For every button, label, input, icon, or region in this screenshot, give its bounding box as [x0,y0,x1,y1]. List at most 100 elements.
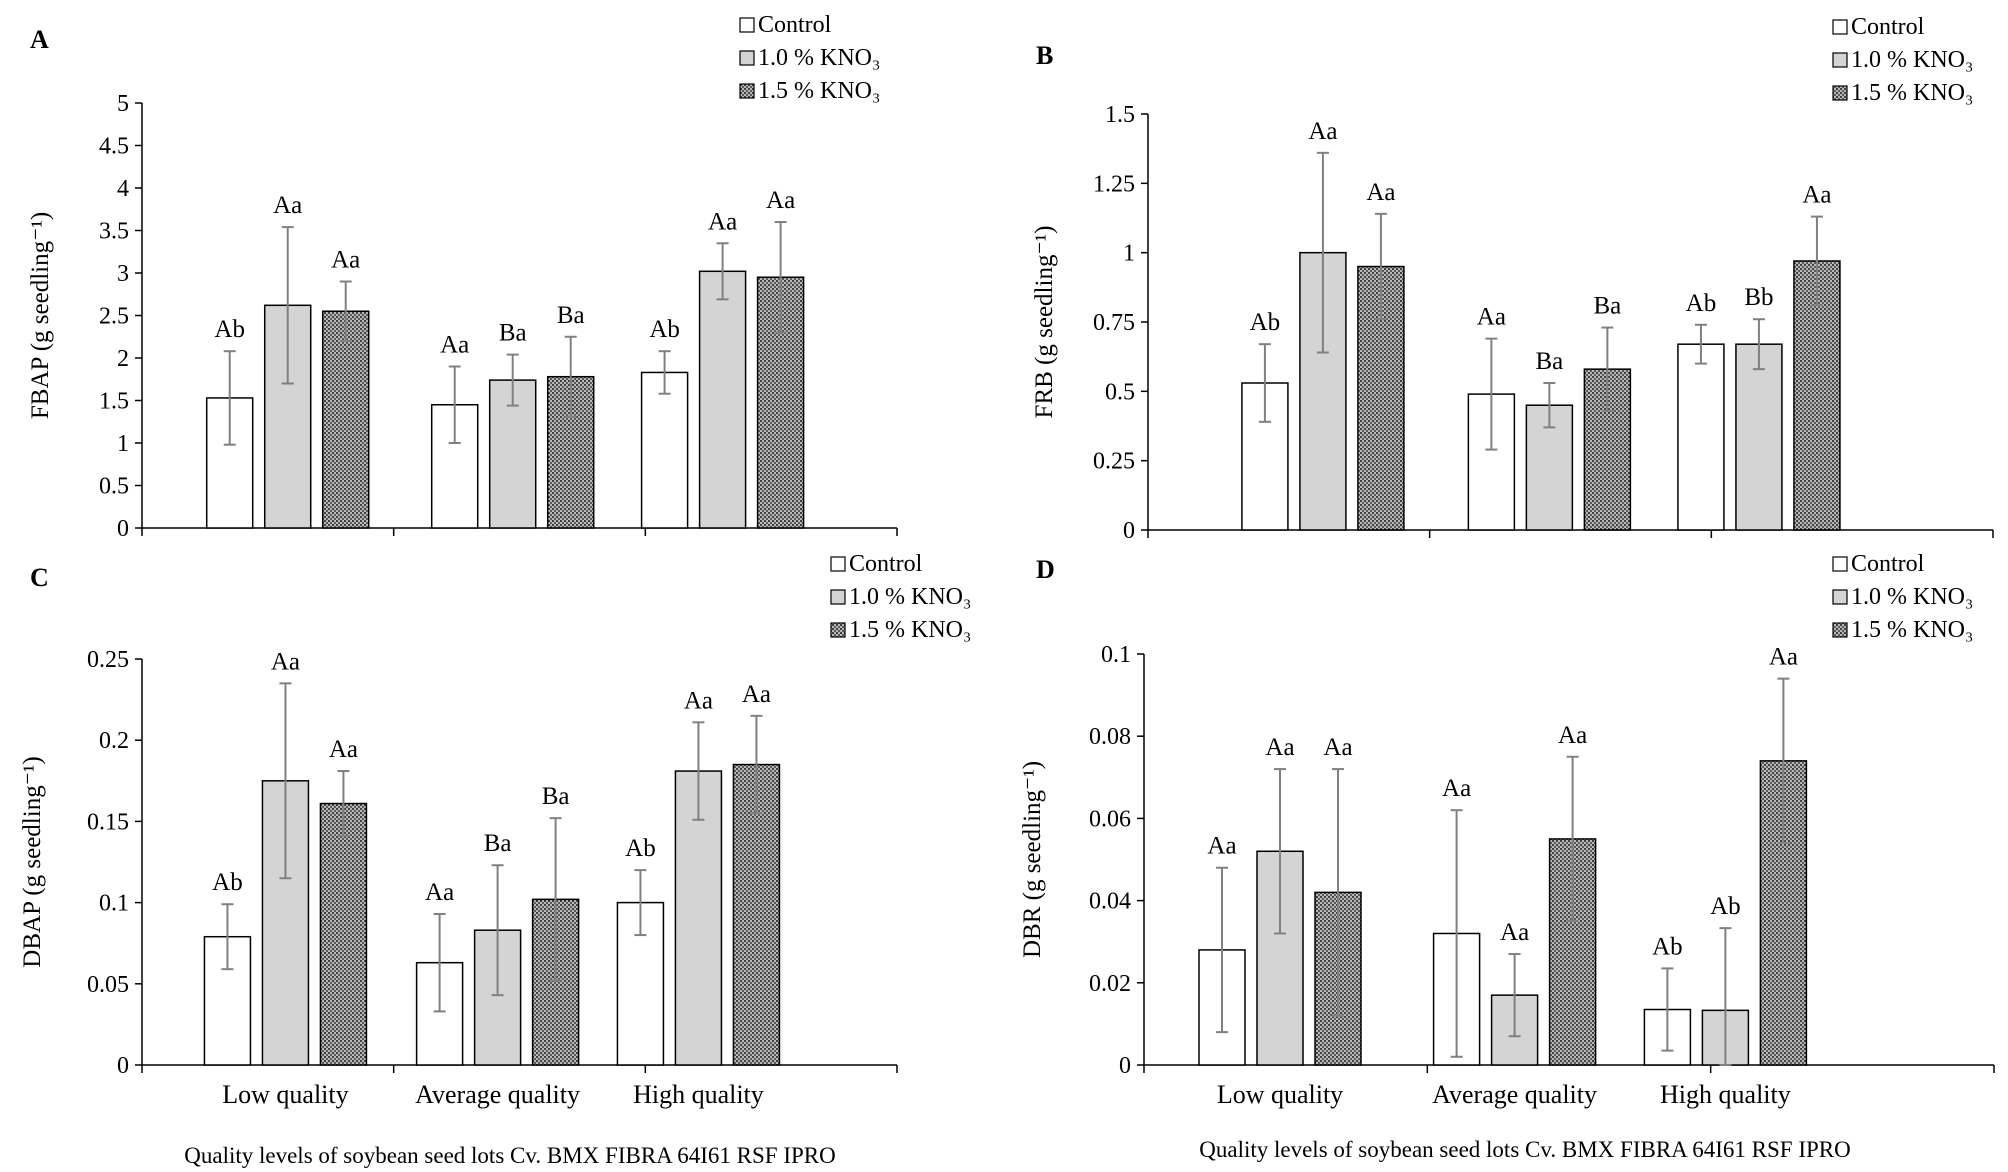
bar-significance-label: Ba [542,783,570,810]
legend-label: 1.5 % KNO₃ [758,78,880,104]
panel-letter: A [30,25,49,54]
panel-letter: B [1036,41,1053,70]
category-label: Low quality [1217,1080,1343,1109]
bar-significance-label: Ba [484,830,512,857]
bar-significance-label: Ab [1250,309,1281,336]
panel-a: A FBAP (g seedling⁻¹) 0 0.5 1 1.5 2 2.5 3 3.5 4 4.5… [27,12,898,542]
y-tick-label: 1 [1123,241,1135,267]
legend-swatch-control [1832,19,1848,35]
legend-label: 1.0 % KNO₃ [849,584,971,610]
legend-label: 1.5 % KNO₃ [849,617,971,643]
bar-significance-label: Aa [1558,722,1587,749]
category-label: High quality [633,1080,764,1109]
legend-swatch-kno3-10 [830,589,846,605]
category-label: Average quality [415,1080,580,1109]
y-tick-label: 0 [117,516,129,542]
legend-swatch-kno3-15 [1832,622,1848,638]
bar-significance-label: Aa [1207,833,1236,860]
y-axis-label: DBAP (g seedling⁻¹) [19,756,46,967]
y-tick-label: 2.5 [99,304,129,330]
bar-control [430,404,479,529]
bar-significance-label: Aa [1442,775,1471,802]
y-axis-label: FRB (g seedling⁻¹) [1031,226,1058,419]
bar-significance-label: Aa [329,736,358,763]
y-tick-label: 0.15 [87,809,129,835]
y-tick-label: 3 [117,261,129,287]
legend-label: 1.0 % KNO₃ [758,45,880,71]
legend-label: Control [758,12,832,38]
y-tick-label: 0.02 [1089,971,1131,997]
category-label: Average quality [1432,1080,1597,1109]
legend-label: 1.5 % KNO₃ [1851,617,1973,643]
y-axis-label: DBR (g seedling⁻¹) [1019,761,1046,958]
y-tick-label: 0.04 [1089,889,1131,915]
panel-c: C DBAP (g seedling⁻¹) 0 0.05 0.1 0.15 0.2 0.25 A… [19,551,971,1109]
y-tick-label: 0.2 [99,728,129,754]
bar-significance-label: Aa [440,332,469,359]
bar-significance-label: Aa [1265,734,1294,761]
bar-significance-label: Ba [1535,348,1563,375]
bar-significance-label: Ab [625,835,656,862]
y-tick-label: 5 [117,91,129,117]
y-tick-label: 1.5 [99,389,129,415]
bar-significance-label: Aa [1477,304,1506,331]
y-axis-label: FBAP (g seedling⁻¹) [27,212,54,419]
bar-significance-label: Ab [649,316,680,343]
legend-swatch-control [1832,556,1848,572]
bar-significance-label: Aa [1366,179,1395,206]
bar-significance-label: Aa [684,687,713,714]
bar-significance-label: Aa [273,192,302,219]
bar-significance-label: Aa [708,208,737,235]
y-tick-label: 0.5 [99,474,129,500]
bar-significance-label: Aa [742,681,771,708]
bar-control [1677,343,1725,531]
bar-significance-label: Aa [1500,919,1529,946]
bar-significance-label: Aa [271,648,300,675]
y-tick-label: 4 [117,176,129,202]
y-tick-label: 0 [117,1053,129,1079]
y-tick-label: 1.5 [1105,102,1135,128]
legend-swatch-control [739,17,755,33]
legend-label: 1.0 % KNO₃ [1851,47,1973,73]
bar-significance-label: Aa [1308,118,1337,145]
legend-label: Control [849,551,923,577]
y-tick-label: 4.5 [99,134,129,160]
legend-swatch-kno3-15 [739,83,755,99]
bar-significance-label: Aa [766,187,795,214]
bar-kno3-15 [1759,760,1808,1066]
panel-letter: C [30,563,49,592]
legend-swatch-kno3-15 [1832,85,1848,101]
y-tick-label: 0.1 [99,891,129,917]
legend-label: 1.0 % KNO₃ [1851,584,1973,610]
panel-b: B FRB (g seedling⁻¹) 0 0.25 0.5 0.75 1 1.25 1.5 A… [1031,14,1994,544]
y-tick-label: 0.08 [1089,724,1131,750]
bar-significance-label: Ab [1710,893,1741,920]
bar-significance-label: Ba [499,320,527,347]
panel-letter: D [1036,555,1055,584]
y-tick-label: 0 [1123,518,1135,544]
y-tick-label: 0.75 [1093,310,1135,336]
bar-significance-label: Aa [1802,182,1831,209]
legend-swatch-kno3-10 [739,50,755,66]
bar-significance-label: Aa [1323,734,1352,761]
y-tick-label: 0.5 [1105,379,1135,405]
bar-significance-label: Aa [425,879,454,906]
legend-swatch-kno3-10 [1832,589,1848,605]
bar-control [640,371,689,529]
bar-significance-label: Ba [1593,293,1621,320]
bar-significance-label: Ab [1686,290,1717,317]
legend-label: Control [1851,14,1925,40]
y-tick-label: 2 [117,346,129,372]
x-axis-title-left: Quality levels of soybean seed lots Cv. … [184,1143,835,1168]
x-axis-title-right: Quality levels of soybean seed lots Cv. … [1199,1137,1850,1162]
legend-swatch-kno3-15 [830,622,846,638]
bar-kno3-15 [321,310,370,529]
bar-kno3-10 [698,270,747,529]
y-tick-label: 1.25 [1093,171,1135,197]
bar-significance-label: Bb [1744,284,1773,311]
y-tick-label: 0.25 [1093,449,1135,475]
category-label: High quality [1660,1080,1791,1109]
bar-significance-label: Ab [214,316,245,343]
legend-swatch-control [830,556,846,572]
